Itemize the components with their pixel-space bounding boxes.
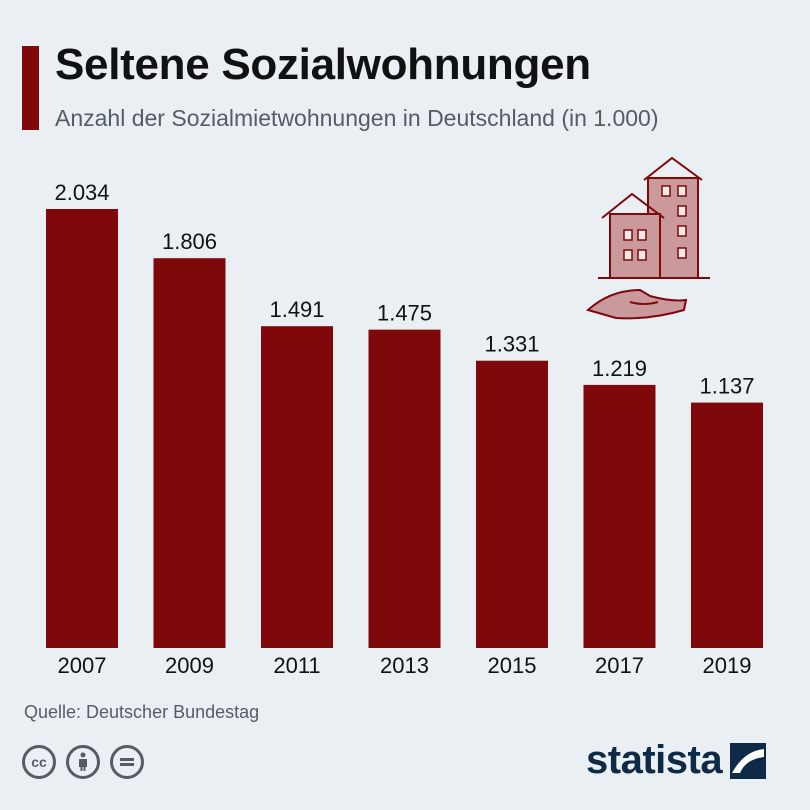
x-tick-label-2015: 2015 bbox=[488, 653, 537, 678]
bar-2013 bbox=[368, 329, 441, 648]
x-tick-label-2007: 2007 bbox=[58, 653, 107, 678]
source-note: Quelle: Deutscher Bundestag bbox=[24, 702, 260, 722]
houses-on-hand-icon bbox=[585, 156, 710, 320]
bar-2009 bbox=[153, 258, 226, 648]
cc-icon[interactable]: cc bbox=[22, 745, 56, 779]
value-label-2009: 1.806 bbox=[162, 229, 217, 254]
value-label-2019: 1.137 bbox=[699, 374, 754, 399]
title-accent-bar bbox=[22, 46, 39, 130]
page-title: Seltene Sozialwohnungen bbox=[55, 40, 591, 89]
bar-2017 bbox=[583, 384, 656, 648]
x-tick-label-2019: 2019 bbox=[703, 653, 752, 678]
value-label-2007: 2.034 bbox=[54, 180, 109, 205]
page-subtitle: Anzahl der Sozialmietwohnungen in Deutsc… bbox=[55, 105, 659, 131]
bar-chart: 2.034 2007 1.806 2009 1.491 2011 1.475 2013 1.33… bbox=[46, 180, 763, 678]
value-label-2013: 1.475 bbox=[377, 301, 432, 326]
x-tick-label-2017: 2017 bbox=[595, 653, 644, 678]
bar-2019 bbox=[691, 402, 763, 648]
bar-2015 bbox=[476, 360, 548, 648]
equals-icon[interactable] bbox=[110, 745, 144, 779]
statista-logo-icon bbox=[730, 742, 767, 779]
bar-2007 bbox=[46, 209, 118, 648]
value-label-2015: 1.331 bbox=[484, 332, 539, 357]
value-label-2011: 1.491 bbox=[269, 297, 324, 322]
brand-name: statista bbox=[586, 738, 723, 782]
x-tick-label-2011: 2011 bbox=[273, 653, 320, 678]
x-tick-label-2009: 2009 bbox=[165, 653, 214, 678]
value-label-2017: 1.219 bbox=[592, 356, 647, 381]
license-icons: cc bbox=[22, 745, 144, 779]
x-tick-label-2013: 2013 bbox=[380, 653, 429, 678]
person-icon[interactable] bbox=[66, 745, 100, 779]
statista-logo[interactable]: statista bbox=[586, 738, 767, 783]
bar-2011 bbox=[261, 326, 333, 648]
